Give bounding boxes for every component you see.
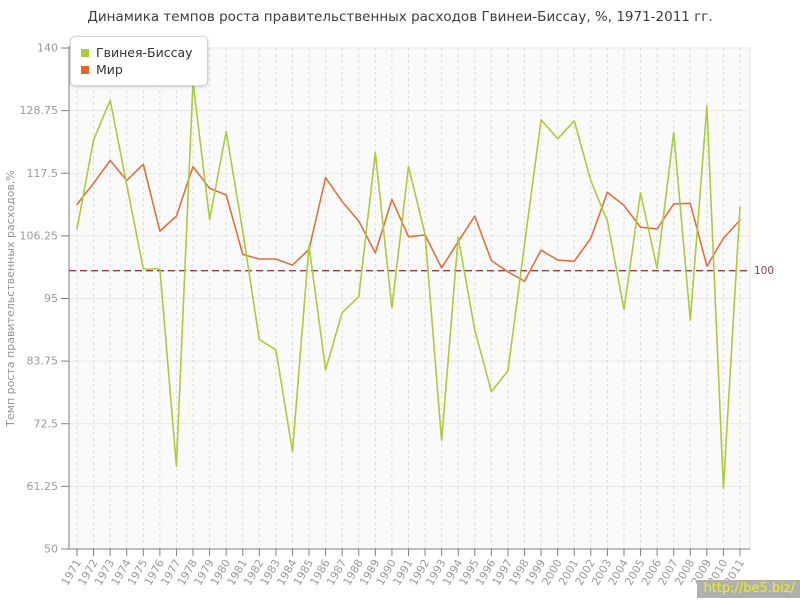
reference-line-label: 100 bbox=[754, 265, 774, 277]
y-tick-label: 117.5 bbox=[27, 167, 59, 180]
y-tick-label: 95 bbox=[44, 292, 58, 305]
legend-marker-guinea-bissau-icon bbox=[81, 48, 89, 57]
watermark-link[interactable]: http://be5.biz/ bbox=[697, 580, 800, 598]
series-line-guinea-bissau bbox=[76, 81, 741, 490]
chart-title: Динамика темпов роста правительственных … bbox=[87, 9, 713, 25]
y-tick-label: 128.75 bbox=[20, 104, 59, 117]
legend: Гвинея-Биссау Мир bbox=[70, 36, 208, 86]
legend-label-guinea-bissau: Гвинея-Биссау bbox=[96, 45, 193, 60]
legend-item-guinea-bissau[interactable]: Гвинея-Биссау bbox=[81, 45, 193, 60]
y-tick-label: 106.25 bbox=[20, 229, 59, 242]
y-tick-label: 61.25 bbox=[27, 480, 59, 493]
y-tick-label: 72.5 bbox=[34, 417, 59, 430]
y-tick-label: 83.75 bbox=[27, 355, 59, 368]
legend-label-world: Мир bbox=[96, 62, 123, 77]
legend-marker-world-icon bbox=[81, 65, 89, 74]
y-tick-label: 140 bbox=[37, 42, 58, 55]
y-tick-label: 50 bbox=[44, 543, 58, 556]
series-line-world bbox=[76, 159, 741, 283]
legend-item-world[interactable]: Мир bbox=[81, 62, 193, 77]
y-axis-title: Темп роста правительственных расходов,% bbox=[4, 170, 17, 428]
